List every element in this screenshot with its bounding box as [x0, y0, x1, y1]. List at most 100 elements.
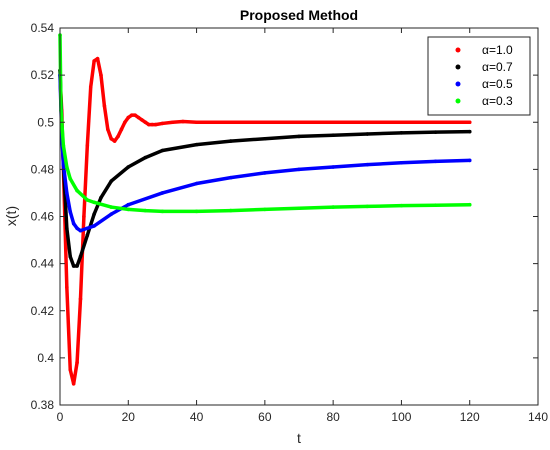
data-point-1-9	[82, 214, 86, 219]
data-point-1-15	[102, 103, 107, 108]
y-tick-label: 0.42	[31, 304, 55, 318]
data-point-3-11	[109, 212, 114, 216]
data-point-1-37	[399, 120, 404, 125]
data-point-1-36	[331, 120, 335, 125]
chart-title: Proposed Method	[240, 7, 358, 23]
data-point-1-10	[85, 144, 90, 148]
data-point-1-8	[78, 297, 83, 301]
data-point-3-12	[126, 202, 131, 207]
data-point-4-14	[228, 208, 233, 213]
data-point-4-8	[92, 200, 96, 205]
x-tick-label: 40	[190, 410, 204, 424]
data-point-3-8	[78, 228, 83, 233]
data-point-2-6	[71, 264, 76, 268]
data-point-1-27	[143, 120, 148, 125]
data-point-1-30	[153, 122, 158, 127]
data-point-2-10	[92, 212, 96, 216]
data-point-3-13	[160, 191, 165, 195]
data-point-4-19	[399, 203, 404, 208]
data-point-2-18	[263, 136, 267, 141]
data-point-4-7	[85, 198, 90, 202]
y-tick-label: 0.38	[31, 398, 55, 412]
data-point-1-18	[112, 139, 117, 143]
data-point-4-3	[61, 144, 66, 148]
x-tick-label: 60	[258, 410, 272, 424]
x-tick-label: 80	[326, 410, 340, 424]
y-tick-label: 0.5	[37, 115, 54, 129]
data-point-4-20	[433, 203, 438, 207]
x-tick-label: 120	[460, 410, 480, 424]
data-point-2-13	[126, 165, 131, 169]
data-point-4-21	[467, 202, 472, 207]
data-point-2-22	[399, 131, 404, 135]
legend-label-3: α=0.5	[482, 77, 513, 91]
data-point-1-24	[133, 113, 137, 117]
data-point-3-3	[61, 162, 66, 167]
y-tick-label: 0.44	[31, 257, 55, 271]
data-point-4-11	[143, 208, 148, 213]
data-point-1-22	[126, 115, 131, 120]
ticks-layer: 0 20 40 60 80 100 120 140 0.38 0.4 0.42 0.44 0.46 0.4…	[31, 21, 549, 424]
x-tick-label: 140	[528, 410, 548, 424]
data-point-1-38	[467, 120, 472, 125]
data-point-1-35	[263, 120, 267, 125]
data-point-2-24	[467, 129, 472, 134]
legend-marker-4	[455, 98, 461, 104]
data-point-3-6	[71, 221, 76, 226]
data-point-3-16	[263, 171, 267, 175]
y-axis-title: x(t)	[3, 206, 19, 226]
data-point-1-28	[146, 122, 151, 127]
data-point-2-17	[228, 139, 233, 143]
data-point-1-20	[119, 127, 124, 132]
data-point-1-6	[71, 381, 76, 386]
legend-label-2: α=0.7	[482, 60, 513, 74]
x-tick-label: 20	[122, 410, 136, 424]
data-point-1-33	[181, 119, 185, 124]
x-tick-label: 100	[391, 410, 411, 424]
data-point-2-19	[297, 134, 301, 139]
data-point-3-7	[75, 226, 79, 231]
data-point-1-23	[129, 113, 134, 117]
y-tick-label: 0.52	[31, 68, 55, 82]
data-point-1-19	[116, 134, 120, 139]
data-point-1-14	[99, 73, 103, 77]
data-point-4-13	[194, 209, 199, 214]
data-point-1-13	[95, 56, 100, 61]
y-tick-label: 0.46	[31, 210, 55, 224]
data-point-1-11	[88, 85, 93, 89]
data-point-3-18	[331, 165, 335, 169]
data-point-2-9	[85, 233, 90, 238]
data-point-2-23	[433, 130, 438, 134]
data-point-3-10	[92, 224, 96, 228]
x-axis-title: t	[297, 430, 301, 446]
series-line-2	[58, 68, 472, 268]
data-point-1-16	[106, 127, 110, 132]
data-point-3-19	[365, 162, 370, 167]
data-point-1-12	[92, 59, 96, 63]
data-point-2-20	[331, 133, 335, 138]
data-point-1-21	[123, 120, 127, 125]
data-point-3-9	[85, 226, 90, 231]
data-point-1-7	[75, 360, 79, 365]
data-point-1-5	[68, 367, 73, 372]
data-point-4-4	[65, 165, 69, 169]
x-tick-label: 0	[57, 410, 64, 424]
data-point-2-21	[365, 132, 370, 136]
data-point-1-26	[140, 118, 144, 122]
data-point-1-32	[170, 120, 175, 125]
data-point-1-25	[136, 115, 141, 120]
data-point-2-5	[68, 254, 73, 259]
y-tick-label: 0.54	[31, 21, 55, 35]
data-point-2-8	[78, 254, 83, 259]
legend: α=1.0 α=0.7 α=0.5 α=0.3	[427, 36, 531, 116]
data-point-4-18	[365, 204, 370, 209]
data-point-2-7	[75, 264, 79, 268]
data-point-4-15	[263, 207, 267, 212]
data-point-1-17	[109, 136, 114, 141]
data-point-3-5	[68, 209, 73, 214]
data-point-3-22	[467, 158, 472, 163]
data-point-4-6	[75, 188, 79, 193]
data-point-3-14	[194, 181, 199, 186]
legend-label-4: α=0.3	[482, 94, 513, 108]
